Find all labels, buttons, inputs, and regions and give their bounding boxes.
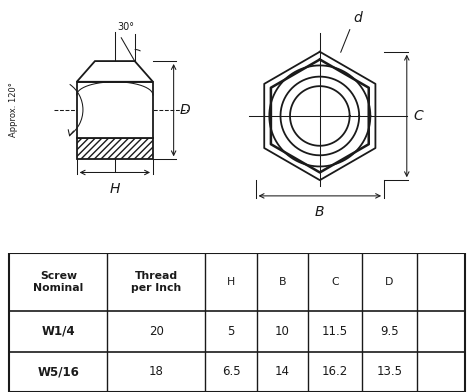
Text: 18: 18 xyxy=(149,365,164,378)
Text: 20: 20 xyxy=(149,325,164,338)
Text: B: B xyxy=(315,205,325,219)
Text: Screw
Nominal: Screw Nominal xyxy=(33,271,83,293)
Text: C: C xyxy=(331,277,338,287)
Text: 6.5: 6.5 xyxy=(222,365,241,378)
Text: d: d xyxy=(353,11,362,25)
Text: W1/4: W1/4 xyxy=(42,325,75,338)
Text: 14: 14 xyxy=(275,365,290,378)
Text: 13.5: 13.5 xyxy=(376,365,402,378)
Text: B: B xyxy=(279,277,286,287)
Text: W5/16: W5/16 xyxy=(37,365,79,378)
Text: 5: 5 xyxy=(228,325,235,338)
Bar xyxy=(77,138,153,159)
Text: D: D xyxy=(180,103,191,117)
Text: 11.5: 11.5 xyxy=(322,325,348,338)
Text: H: H xyxy=(227,277,236,287)
Text: 16.2: 16.2 xyxy=(322,365,348,378)
Text: D: D xyxy=(385,277,393,287)
Polygon shape xyxy=(77,61,153,82)
Text: 9.5: 9.5 xyxy=(380,325,399,338)
Text: 10: 10 xyxy=(275,325,290,338)
Text: Thread
per Inch: Thread per Inch xyxy=(131,271,182,293)
Bar xyxy=(77,82,153,138)
Text: 30°: 30° xyxy=(117,22,134,32)
Text: Approx. 120°: Approx. 120° xyxy=(9,82,18,137)
Text: C: C xyxy=(413,109,423,123)
Text: H: H xyxy=(109,181,120,196)
